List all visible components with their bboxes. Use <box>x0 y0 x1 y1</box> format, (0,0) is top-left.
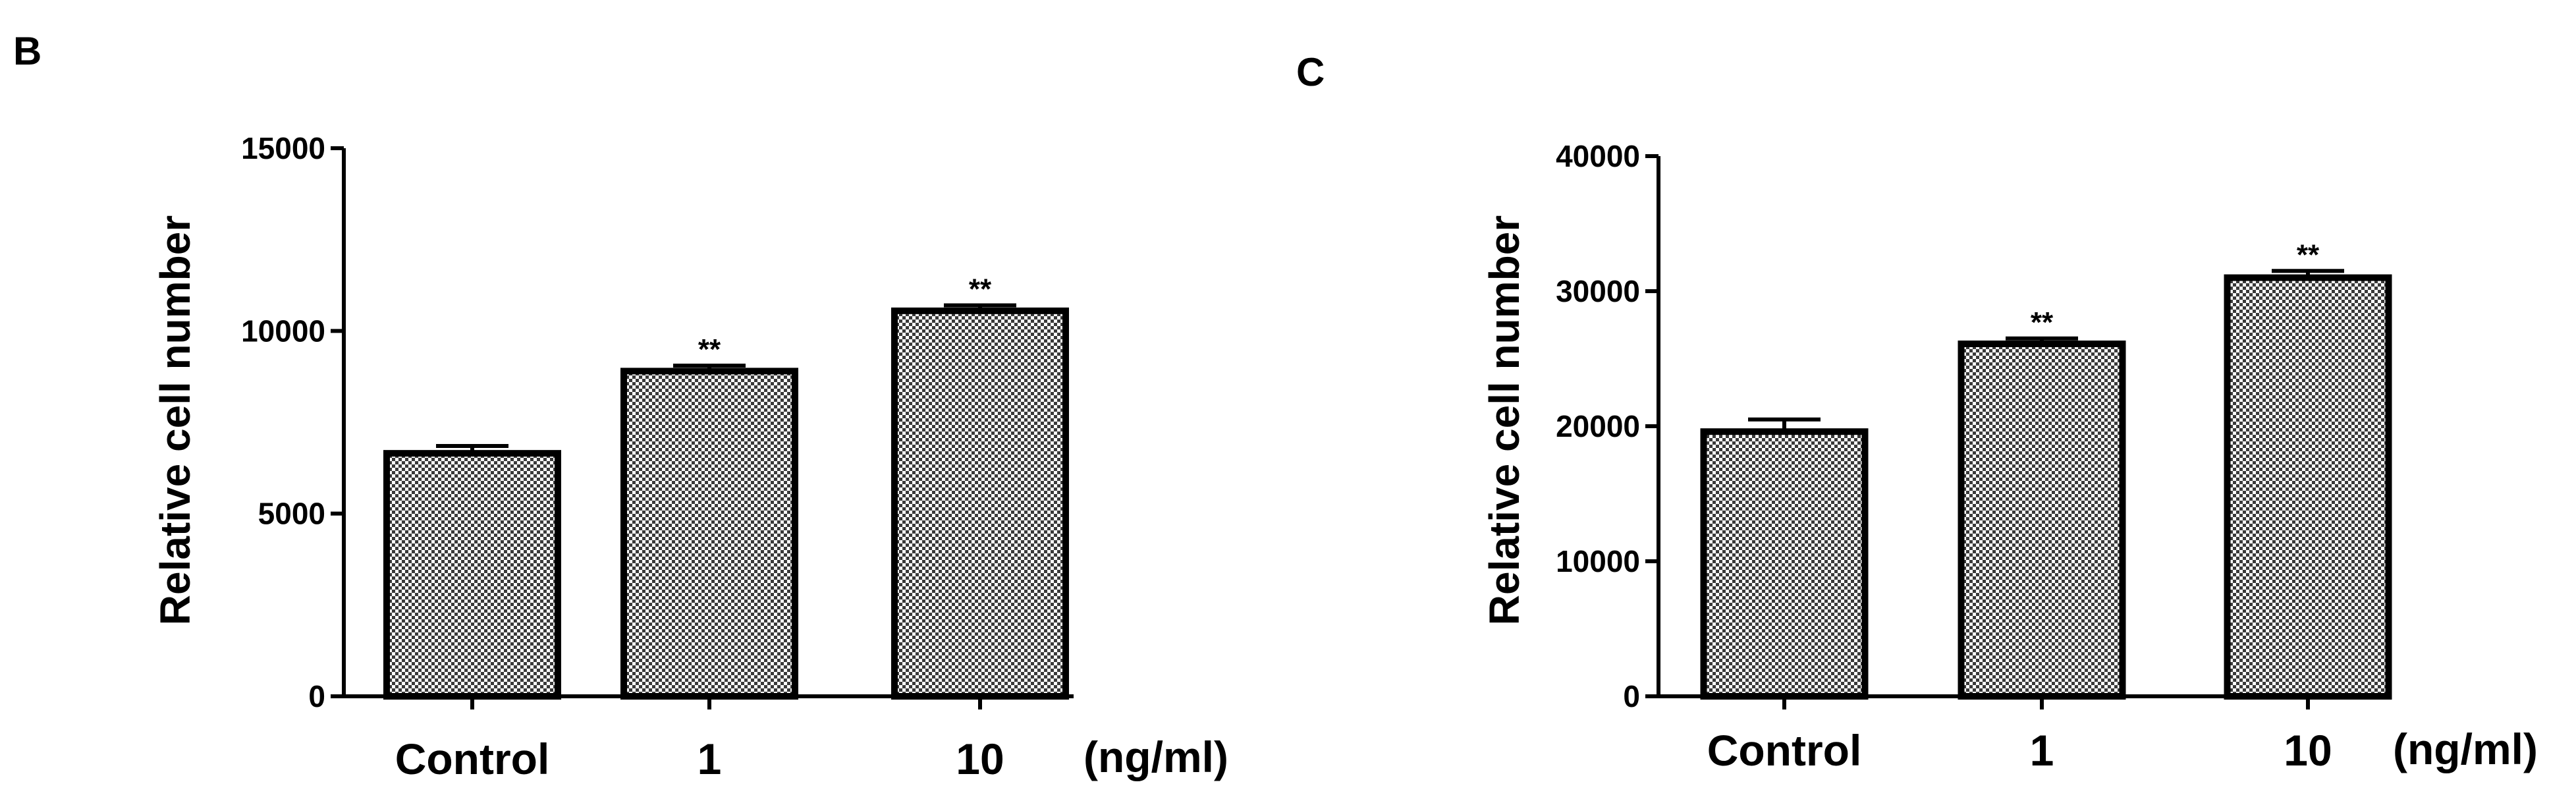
bars-c: ** ** <box>1700 238 2392 700</box>
y-tick-label: 15000 <box>241 131 325 165</box>
x-tick-label: Control <box>395 735 550 783</box>
significance-marker: ** <box>2297 238 2320 271</box>
significance-marker: ** <box>2031 306 2054 339</box>
axes-b: 0 5000 10000 15000 Control 1 10 <box>241 131 1074 783</box>
x-tick-label: 10 <box>956 735 1004 783</box>
y-tick-label: 0 <box>308 679 325 713</box>
significance-marker: ** <box>969 273 992 306</box>
x-unit-label-c: (ng/ml) <box>2393 725 2538 773</box>
bar <box>2224 274 2392 700</box>
bar <box>620 368 798 700</box>
x-tick-label: 1 <box>2030 726 2054 775</box>
x-tick-label: Control <box>1707 726 1862 775</box>
bars-b: ** ** <box>383 273 1069 700</box>
y-tick-label: 10000 <box>1556 544 1640 578</box>
bar <box>383 450 561 700</box>
y-tick-label: 20000 <box>1556 409 1640 443</box>
chart-panel-c: C Relative cell number 0 10000 20000 30000 4… <box>1296 50 2538 775</box>
y-tick-label: 5000 <box>258 497 325 531</box>
y-tick-label: 40000 <box>1556 139 1640 173</box>
bar <box>1700 428 1869 700</box>
x-tick-label: 10 <box>2284 726 2332 775</box>
significance-marker: ** <box>698 333 721 366</box>
panel-letter-b: B <box>13 29 41 73</box>
x-tick-label: 1 <box>698 735 722 783</box>
chart-panel-b: B Relative cell number 0 5000 10000 15000 Co… <box>13 29 1228 783</box>
panel-letter-c: C <box>1296 50 1325 94</box>
x-unit-label-b: (ng/ml) <box>1083 733 1228 781</box>
y-tick-label: 30000 <box>1556 274 1640 308</box>
bar <box>891 307 1069 700</box>
y-tick-label: 10000 <box>241 314 325 348</box>
y-axis-title-b: Relative cell number <box>151 215 199 625</box>
y-tick-label: 0 <box>1623 679 1640 713</box>
bar <box>1958 340 2126 700</box>
y-axis-title-c: Relative cell number <box>1481 215 1528 625</box>
